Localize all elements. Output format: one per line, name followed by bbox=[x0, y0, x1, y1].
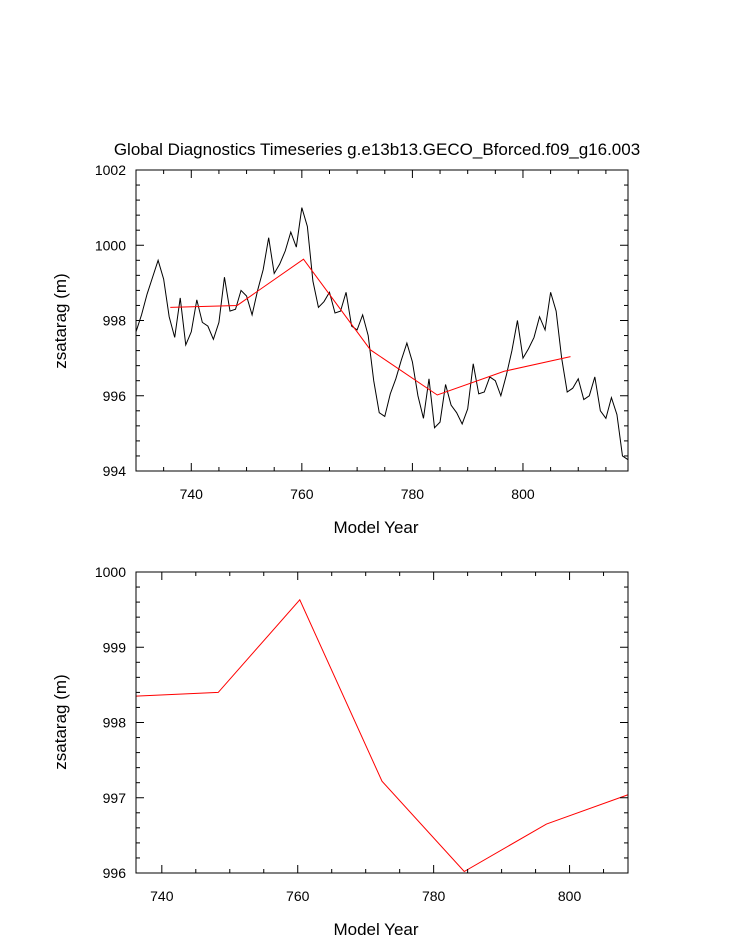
series-line-annual bbox=[135, 207, 629, 461]
series-line-5-year-mean bbox=[135, 598, 629, 873]
plot-frame-top bbox=[135, 169, 629, 472]
y-axis-label-top: zsatarag (m) bbox=[51, 273, 70, 368]
chart-title: Global Diagnostics Timeseries g.e13b13.G… bbox=[114, 140, 640, 159]
x-tick-label: 800 bbox=[511, 486, 535, 502]
x-tick-label: 740 bbox=[180, 486, 204, 502]
x-axis-label-top: Model Year bbox=[333, 518, 418, 537]
plot-frame-bottom bbox=[135, 571, 629, 874]
y-tick-label: 998 bbox=[103, 715, 127, 731]
y-tick-label: 994 bbox=[103, 463, 127, 479]
x-tick-label: 800 bbox=[558, 888, 582, 904]
x-tick-label: 760 bbox=[290, 486, 314, 502]
y-tick-label: 998 bbox=[103, 313, 127, 329]
x-tick-label: 780 bbox=[401, 486, 425, 502]
x-axis-label-bottom: Model Year bbox=[333, 920, 418, 939]
x-tick-label: 740 bbox=[150, 888, 174, 904]
y-axis-label-bottom: zsatarag (m) bbox=[51, 674, 70, 769]
y-tick-label: 1000 bbox=[95, 564, 126, 580]
series-line-5-year-mean bbox=[170, 258, 571, 396]
y-tick-label: 996 bbox=[103, 388, 127, 404]
y-tick-label: 1002 bbox=[95, 162, 126, 178]
y-tick-label: 997 bbox=[103, 790, 127, 806]
timeseries-panel-top: Global Diagnostics Timeseries g.e13b13.G… bbox=[51, 140, 640, 537]
y-tick-label: 999 bbox=[103, 639, 127, 655]
y-tick-label: 996 bbox=[103, 865, 127, 881]
x-tick-label: 780 bbox=[422, 888, 446, 904]
x-tick-label: 760 bbox=[286, 888, 310, 904]
y-tick-label: 1000 bbox=[95, 237, 126, 253]
